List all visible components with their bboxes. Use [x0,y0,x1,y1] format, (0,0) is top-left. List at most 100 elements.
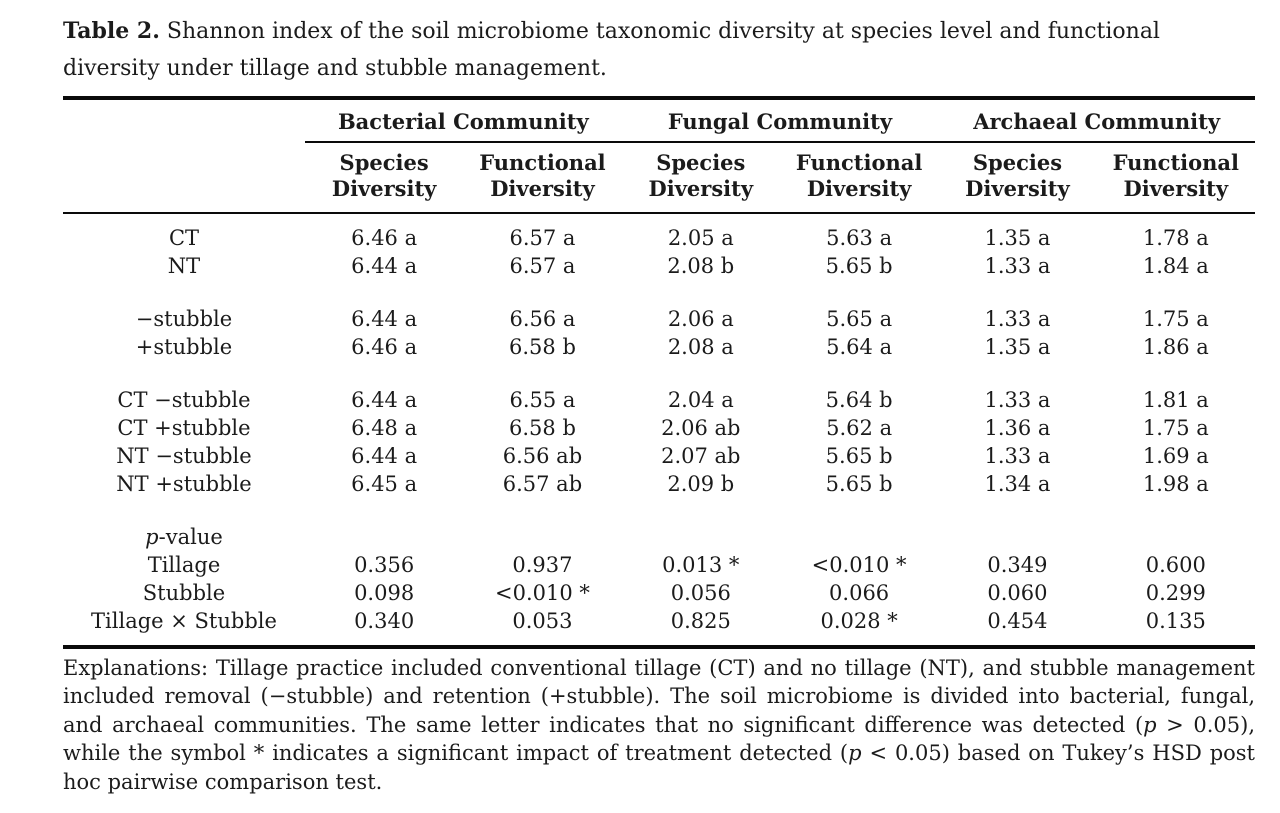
column-header-fungal-species: Species Diversity [621,142,780,214]
cell: 6.46 a [351,226,418,250]
cell: 2.06 ab [661,416,741,440]
cell: 0.066 [829,581,890,605]
cell: 0.299 [1145,581,1206,605]
cell: 0.600 [1145,553,1206,577]
column-header-archaeal-functional: Functional Diversity [1096,142,1255,214]
cell: 6.57 ab [502,472,583,496]
table-caption: Table 2. Shannon index of the soil micro… [63,13,1255,87]
table-row-p-tillage-x-stubble: Tillage × Stubble 0.340 0.053 0.825 0.02… [63,607,1255,647]
cell: 0.356 [354,553,415,577]
cell: 6.44 a [351,307,418,331]
table-row-nt-plus-stubble: NT +stubble 6.45 a 6.57 ab 2.09 b 5.65 b… [63,470,1255,498]
cell: 6.48 a [351,416,418,440]
cell: 2.05 a [667,226,734,250]
row-label: Stubble [142,581,226,605]
row-label: NT −stubble [116,444,252,468]
group-header-stub [63,98,305,142]
table-row-p-value-header: p-value [63,523,1255,551]
table-row-ct: CT 6.46 a 6.57 a 2.05 a 5.63 a 1.35 a 1.… [63,213,1255,252]
cell: 6.56 a [509,307,576,331]
cell: 5.65 b [825,472,893,496]
table-row-ct-plus-stubble: CT +stubble 6.48 a 6.58 b 2.06 ab 5.62 a… [63,414,1255,442]
p-value-label: p-value [145,525,223,549]
cell: 0.060 [987,581,1048,605]
cell [938,523,1096,551]
cell: 1.84 a [1142,254,1209,278]
cell: 1.35 a [984,226,1051,250]
cell: 1.75 a [1142,307,1209,331]
row-label: CT −stubble [117,388,251,412]
cell: 1.35 a [984,335,1051,359]
cell [622,523,780,551]
cell: 6.45 a [351,472,418,496]
cell [463,523,621,551]
cell: 6.58 b [509,335,576,359]
cell: 0.013 * [662,553,740,577]
table-row-plus-stubble: +stubble 6.46 a 6.58 b 2.08 a 5.64 a 1.3… [63,333,1255,361]
cell: 6.55 a [509,388,576,412]
row-label: NT +stubble [116,472,252,496]
cell: 1.33 a [984,307,1051,331]
table-row-nt: NT 6.44 a 6.57 a 2.08 b 5.65 b 1.33 a 1.… [63,252,1255,280]
cell: 1.34 a [984,472,1051,496]
cell: <0.010 * [495,581,590,605]
cell: 0.028 * [820,609,898,633]
cell: 6.56 ab [502,444,583,468]
group-header-bacterial: Bacterial Community [304,98,622,143]
row-label: −stubble [135,307,233,331]
cell: 1.81 a [1142,388,1209,412]
cell: 1.33 a [984,444,1051,468]
cell: 1.86 a [1142,335,1209,359]
cell: 2.08 a [667,335,734,359]
cell: 1.33 a [984,254,1051,278]
spacer-row [63,361,1255,386]
table-caption-text: Shannon index of the soil microbiome tax… [63,19,1160,81]
table-row-minus-stubble: −stubble 6.44 a 6.56 a 2.06 a 5.65 a 1.3… [63,305,1255,333]
cell: 1.75 a [1142,416,1209,440]
cell: 1.98 a [1142,472,1209,496]
group-header-row: Bacterial Community Fungal Community Arc… [63,98,1255,143]
cell: 5.64 a [826,335,893,359]
column-header-stub [63,142,305,214]
cell: 0.056 [670,581,731,605]
cell: 2.04 a [667,388,734,412]
cell: 0.349 [987,553,1048,577]
row-label: CT [168,226,200,250]
column-header-bacterial-species: Species Diversity [304,142,464,214]
table-row-p-tillage: Tillage 0.356 0.937 0.013 * <0.010 * 0.3… [63,551,1255,579]
row-label: Tillage × Stubble [91,609,277,633]
cell: 6.44 a [351,388,418,412]
spacer-row [63,498,1255,523]
spacer-row [63,280,1255,305]
cell: 2.09 b [667,472,735,496]
cell: 0.937 [512,553,573,577]
cell: 1.33 a [984,388,1051,412]
column-header-bacterial-functional: Functional Diversity [463,142,622,214]
column-header-archaeal-species: Species Diversity [938,142,1097,214]
cell: 5.65 a [826,307,893,331]
column-header-row: Species Diversity Functional Diversity Spe… [63,142,1255,214]
cell: 0.135 [1145,609,1206,633]
cell: 5.65 b [825,444,893,468]
group-header-fungal: Fungal Community [621,98,939,143]
cell: 1.36 a [984,416,1051,440]
cell: 0.340 [354,609,415,633]
table-row-nt-minus-stubble: NT −stubble 6.44 a 6.56 ab 2.07 ab 5.65 … [63,442,1255,470]
cell: 0.098 [354,581,415,605]
cell: 1.78 a [1142,226,1209,250]
cell: 2.08 b [667,254,735,278]
cell: 1.69 a [1142,444,1209,468]
table-footnote: Explanations: Tillage practice included … [63,656,1255,794]
cell: 0.053 [512,609,573,633]
cell: 6.46 a [351,335,418,359]
cell: 2.06 a [667,307,734,331]
shannon-index-table: Bacterial Community Fungal Community Arc… [63,96,1255,649]
cell: 0.454 [987,609,1048,633]
column-header-fungal-functional: Functional Diversity [779,142,939,214]
cell: 6.57 a [509,254,576,278]
group-header-archaeal: Archaeal Community [938,98,1255,143]
cell: 6.57 a [509,226,576,250]
cell: 5.62 a [826,416,893,440]
row-label: CT +stubble [117,416,251,440]
row-label: Tillage [147,553,221,577]
